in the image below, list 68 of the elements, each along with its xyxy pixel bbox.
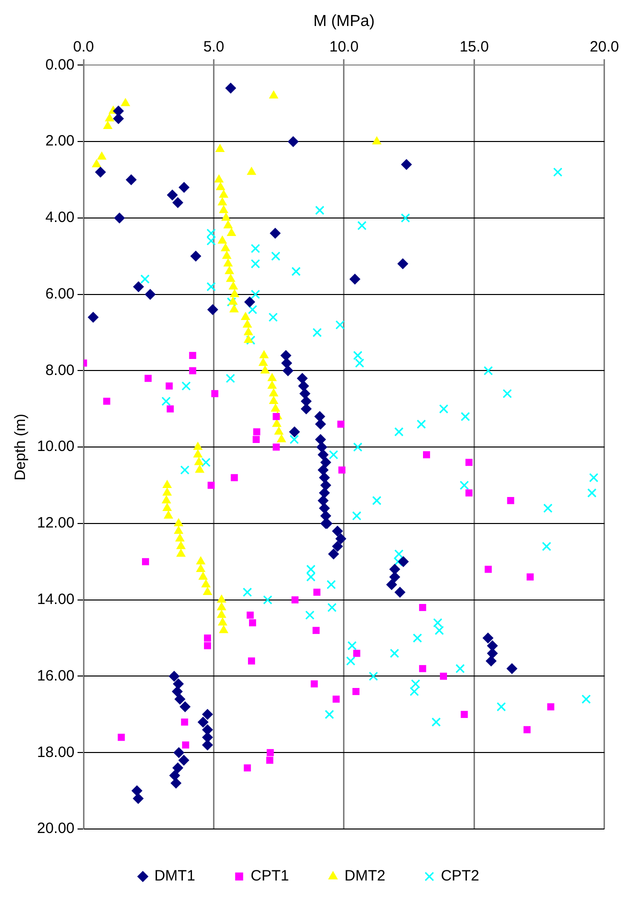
point: [507, 497, 514, 504]
legend-label: CPT2: [440, 868, 480, 885]
point: [272, 444, 280, 451]
point: [166, 382, 173, 390]
x-tick-label: 10.0: [329, 38, 359, 56]
point: [204, 634, 212, 642]
point: [310, 680, 318, 688]
y-tick-label: 4.00: [45, 209, 75, 226]
point: [465, 458, 473, 466]
point: [208, 482, 215, 489]
point: [211, 390, 218, 398]
point: [484, 566, 492, 573]
point: [338, 466, 346, 474]
point: [524, 726, 531, 734]
point: [253, 428, 260, 436]
point: [189, 352, 196, 359]
point: [547, 703, 554, 710]
y-tick-label: 18.00: [36, 744, 75, 761]
y-tick-label: 2.00: [45, 132, 75, 150]
point: [248, 657, 256, 664]
point: [291, 596, 299, 604]
y-tick-label: 16.00: [36, 667, 75, 684]
point: [189, 367, 196, 374]
y-tick-label: 12.00: [36, 514, 75, 532]
point: [332, 696, 340, 703]
point: [312, 626, 320, 634]
y-tick-label: 0.00: [45, 56, 75, 74]
x-axis-title: M (MPa): [313, 13, 375, 30]
point: [266, 749, 274, 756]
point: [419, 665, 426, 672]
x-tick-label: 5.0: [203, 38, 224, 56]
y-axis-title: Depth (m): [12, 414, 30, 480]
y-tick-label: 8.00: [45, 362, 75, 379]
point: [440, 672, 447, 680]
point: [526, 573, 534, 580]
point: [244, 764, 251, 772]
point: [272, 413, 280, 420]
point: [460, 710, 468, 718]
point: [118, 734, 125, 741]
point: [353, 650, 360, 657]
point: [419, 604, 426, 612]
x-tick-label: 0.0: [73, 38, 94, 56]
point: [142, 558, 150, 566]
legend-label: DMT2: [344, 868, 386, 885]
y-tick-label: 20.00: [36, 820, 75, 838]
point: [204, 642, 212, 650]
point: [181, 718, 188, 726]
point: [144, 374, 152, 382]
point: [352, 688, 360, 696]
y-tick-label: 6.00: [45, 285, 75, 302]
point: [465, 489, 473, 496]
point: [337, 420, 344, 428]
point: [166, 405, 174, 412]
point: [266, 756, 274, 764]
legend-label: DMT1: [154, 868, 196, 885]
y-tick-label: 14.00: [36, 591, 75, 608]
point: [422, 451, 430, 458]
x-tick-label: 20.0: [590, 38, 620, 56]
point: [103, 398, 110, 405]
point: [249, 619, 256, 626]
y-tick-label: 10.00: [36, 438, 75, 456]
legend-label: CPT1: [250, 868, 289, 885]
point: [182, 741, 190, 749]
point: [313, 588, 320, 596]
point: [230, 474, 238, 482]
point: [246, 612, 254, 619]
x-tick-label: 15.0: [460, 38, 489, 56]
point: [252, 436, 260, 443]
